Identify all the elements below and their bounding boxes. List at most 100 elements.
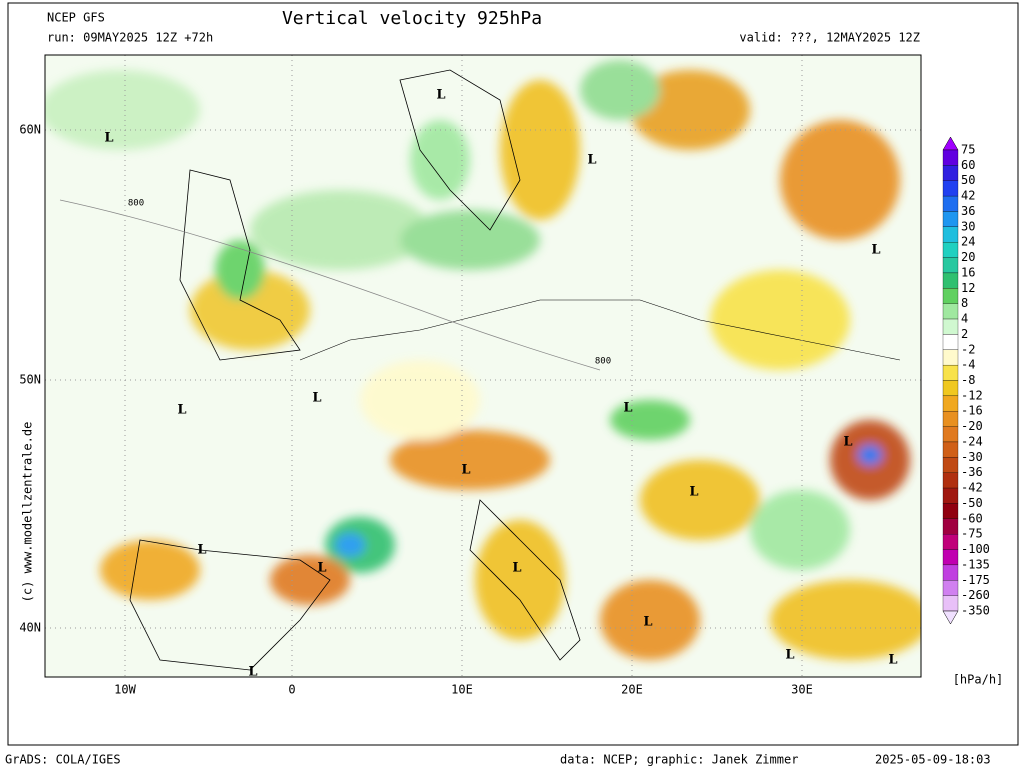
colorbar-triangle-bottom <box>942 610 959 625</box>
colorbar-box <box>942 349 959 366</box>
colorbar-box <box>942 411 959 427</box>
colorbar-label: 16 <box>961 265 975 279</box>
colorbar-label: 60 <box>961 158 975 172</box>
pressure-low: L <box>461 463 470 478</box>
colorbar-box <box>942 195 959 212</box>
colorbar-box <box>942 303 959 320</box>
colorbar-label: -24 <box>961 434 983 448</box>
colorbar-label: 4 <box>961 312 968 326</box>
pressure-low: L <box>785 648 794 663</box>
pressure-low: L <box>888 653 897 668</box>
colorbar-label: -30 <box>961 450 983 464</box>
lon-label: 10W <box>114 683 136 697</box>
colorbar-box <box>942 318 959 335</box>
colorbar-box <box>942 518 959 535</box>
colorbar-label: -75 <box>961 527 983 541</box>
colorbar-box <box>942 549 959 566</box>
colorbar-box <box>942 395 959 412</box>
footer-software: GrADS: COLA/IGES <box>5 753 121 767</box>
map-title: Vertical velocity 925hPa <box>282 8 542 29</box>
pressure-low: L <box>871 243 880 258</box>
colorbar-label: -350 <box>961 604 990 618</box>
pressure-low: L <box>587 153 596 168</box>
contour-label: 800 <box>595 357 611 367</box>
colorbar-label: 75 <box>961 143 975 157</box>
colorbar-label: -50 <box>961 496 983 510</box>
colorbar-label: 12 <box>961 281 975 295</box>
lon-label: 30E <box>791 683 813 697</box>
colorbar-unit: [hPa/h] <box>953 673 1004 687</box>
colorbar-box <box>942 472 959 489</box>
footer-credit: data: NCEP; graphic: Janek Zimmer <box>560 753 798 767</box>
map-field <box>45 55 921 677</box>
colorbar-box <box>942 534 959 550</box>
colorbar-label: -20 <box>961 419 983 433</box>
colorbar-label: -4 <box>961 358 975 372</box>
colorbar-label: -42 <box>961 481 983 495</box>
map-frame <box>44 54 922 678</box>
lon-label: 0 <box>288 683 295 697</box>
colorbar-label: 50 <box>961 173 975 187</box>
colorbar-box <box>942 242 959 258</box>
pressure-low: L <box>317 561 326 576</box>
lon-label: 20E <box>621 683 643 697</box>
pressure-low: L <box>512 561 521 576</box>
pressure-low: L <box>436 88 445 103</box>
pressure-low: L <box>177 403 186 418</box>
colorbar-box <box>942 226 959 243</box>
colorbar-label: 8 <box>961 296 968 310</box>
colorbar-box <box>942 580 959 596</box>
watermark: (c) www.modellzentrale.de <box>21 422 35 603</box>
colorbar-box <box>942 426 959 443</box>
contour-label: 800 <box>128 199 144 209</box>
colorbar-label: -12 <box>961 388 983 402</box>
colorbar-label: 30 <box>961 219 975 233</box>
colorbar-box <box>942 595 959 612</box>
lat-label: 60N <box>19 123 41 137</box>
colorbar-box <box>942 149 959 166</box>
colorbar-box <box>942 272 959 289</box>
colorbar-label: -60 <box>961 511 983 525</box>
colorbar-box <box>942 564 959 581</box>
model-name: NCEP GFS <box>47 11 105 25</box>
run-info: run: 09MAY2025 12Z +72h <box>47 31 213 45</box>
pressure-low: L <box>643 615 652 630</box>
colorbar-label: -8 <box>961 373 975 387</box>
colorbar-label: -175 <box>961 573 990 587</box>
colorbar-label: 2 <box>961 327 968 341</box>
colorbar-box <box>942 334 959 350</box>
pressure-low: L <box>843 435 852 450</box>
colorbar-label: -36 <box>961 465 983 479</box>
colorbar-box <box>942 257 959 274</box>
pressure-low: L <box>689 485 698 500</box>
colorbar-box <box>942 503 959 519</box>
colorbar-box <box>942 457 959 473</box>
colorbar-box <box>942 211 959 227</box>
lon-label: 10E <box>451 683 473 697</box>
lat-label: 50N <box>19 373 41 387</box>
graticule <box>45 55 921 677</box>
pressure-low: L <box>197 543 206 558</box>
colorbar-label: -135 <box>961 557 990 571</box>
colorbar-box <box>942 288 959 304</box>
footer-timestamp: 2025-05-09-18:03 <box>875 753 991 767</box>
colorbar-box <box>942 380 959 397</box>
valid-time: valid: ???, 12MAY2025 12Z <box>739 31 920 45</box>
colorbar-label: 36 <box>961 204 975 218</box>
colorbar-label: 42 <box>961 189 975 203</box>
pressure-low: L <box>623 401 632 416</box>
colorbar-box <box>942 487 959 504</box>
pressure-low: L <box>248 665 257 680</box>
colorbar-label: 20 <box>961 250 975 264</box>
pressure-low: L <box>312 391 321 406</box>
pressure-low: L <box>104 131 113 146</box>
colorbar-box <box>942 364 959 381</box>
colorbar-box <box>942 180 959 197</box>
colorbar-label: -100 <box>961 542 990 556</box>
colorbar-label: -260 <box>961 588 990 602</box>
colorbar-label: 24 <box>961 235 975 249</box>
colorbar-box <box>942 441 959 458</box>
lat-label: 40N <box>19 621 41 635</box>
colorbar-label: -2 <box>961 342 975 356</box>
